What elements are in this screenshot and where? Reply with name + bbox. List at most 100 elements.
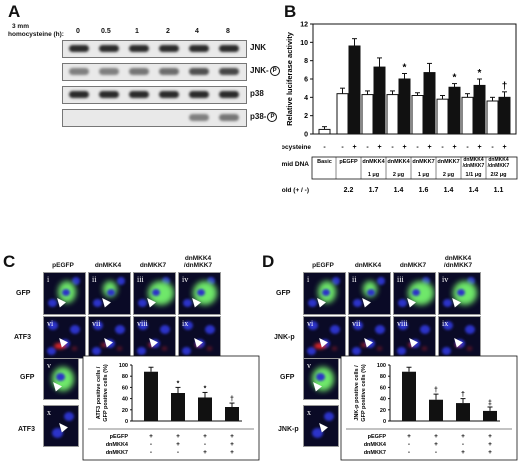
blot-label-phospho-p38-text: p38- — [250, 112, 267, 122]
bar — [411, 95, 424, 135]
timepoint-label: 0 — [76, 28, 80, 35]
timepoint-label: 8 — [226, 28, 230, 35]
jnkp-table-sign: + — [407, 433, 411, 440]
micrograph-gfp-zoom: v — [303, 358, 339, 400]
jnkp-y-tick-label: 0 — [383, 419, 386, 425]
blot-label-jnk: JNK — [250, 43, 267, 52]
significance-mark: * — [478, 68, 482, 79]
blot-phospho-jnk — [62, 63, 247, 81]
panel-b-letter: B — [284, 2, 297, 21]
timepoint-label: 0.5 — [101, 28, 111, 35]
treatment-sign: + — [402, 144, 406, 151]
row-label: GFP — [280, 374, 295, 381]
y-tick-label: 4 — [304, 95, 308, 102]
atf3-y-axis-label: GFP positive cells (%) — [103, 364, 109, 422]
jnkp-significance-mark: † — [461, 392, 465, 399]
fold-value: 1.4 — [394, 187, 404, 194]
jnkp-table-sign: + — [461, 449, 465, 456]
micrograph-gfp: ii — [348, 272, 391, 315]
fold-value: 1.6 — [419, 187, 429, 194]
micrograph-stain: vii — [348, 316, 391, 359]
atf3-table-sign: + — [230, 441, 234, 448]
column-label: dnMKK4 — [94, 262, 122, 269]
atf3-table-sign: + — [176, 441, 180, 448]
bar — [398, 78, 411, 135]
micrograph-gfp: iv — [438, 272, 481, 315]
phospho-icon: P — [267, 112, 278, 122]
bar — [461, 96, 474, 135]
jnkp-y-tick-label: 80 — [380, 374, 386, 380]
y-tick-label: 6 — [304, 77, 308, 84]
bar — [473, 84, 486, 135]
row-label-fold: Fold (+ / -) — [282, 187, 309, 194]
plasmid-amount: 2 μg — [443, 172, 454, 178]
blot-p38 — [62, 86, 247, 104]
atf3-y-tick-label: 100 — [119, 363, 128, 369]
blot-phospho-p38 — [62, 109, 247, 127]
jnkp-table-row-label: pEGFP — [368, 434, 387, 440]
treatment-sign: + — [477, 144, 481, 151]
jnkp-table-sign: + — [488, 433, 492, 440]
condition-line2: homocysteine (h): — [8, 31, 64, 38]
jnkp-table-sign: - — [435, 449, 437, 456]
column-label: pEGFP — [52, 262, 74, 269]
atf3-table-sign: + — [203, 449, 207, 456]
panel-c-letter: C — [3, 252, 16, 271]
micrograph-stain: vii — [88, 316, 131, 359]
atf3-table-sign: - — [150, 449, 152, 456]
treatment-sign: - — [341, 144, 344, 151]
column-label: dnMKK4/dnMKK7 — [183, 255, 213, 269]
bar — [348, 45, 361, 135]
atf3-bar-chart: 0 20 40 60 80 100 ATF3 positive cells / GFP pos… — [82, 355, 260, 461]
atf3-table-sign: + — [230, 433, 234, 440]
jnkp-significance-mark: ‡ — [488, 400, 492, 407]
fold-value: 1.7 — [369, 187, 379, 194]
treatment-sign: - — [366, 144, 369, 151]
treatment-sign: - — [416, 144, 419, 151]
treatment-sign: + — [352, 144, 356, 151]
column-label: dnMKK4 — [354, 262, 382, 269]
atf3-bar — [171, 393, 185, 421]
row-label: ATF3 — [18, 426, 35, 433]
jnkp-bar — [429, 399, 443, 421]
jnkp-y-axis-label: JNK-p positive cells / — [354, 365, 360, 421]
jnkp-table-row-label: dnMKK7 — [364, 450, 386, 456]
treatment-sign: - — [491, 144, 494, 151]
atf3-bar — [225, 407, 239, 421]
plasmid-box — [311, 156, 518, 180]
treatment-sign: - — [391, 144, 394, 151]
plasmid-amount: 1 μg — [418, 172, 429, 178]
treatment-sign: + — [427, 144, 431, 151]
blot-label-phospho-p38: p38- P — [250, 112, 278, 122]
micrograph-stain-zoom: x — [43, 405, 79, 447]
jnkp-y-tick-label: 60 — [380, 385, 386, 391]
micrograph-stain: ix — [438, 316, 481, 359]
significance-mark: * — [403, 63, 407, 74]
atf3-y-tick-label: 80 — [122, 374, 128, 380]
treatment-sign: - — [466, 144, 469, 151]
plasmid-amount: 2/2 μg — [491, 172, 507, 178]
micrograph-gfp: iii — [393, 272, 436, 315]
panel-d-letter: D — [262, 252, 275, 271]
jnkp-bar — [483, 410, 497, 421]
atf3-table-row-label: pEGFP — [110, 434, 129, 440]
treatment-sign: - — [323, 144, 326, 151]
micrograph-gfp: iv — [178, 272, 221, 315]
micrograph-stain: vi — [43, 316, 86, 359]
jnkp-table-sign: - — [408, 449, 410, 456]
bar — [436, 98, 449, 135]
column-label: dnMKK7 — [399, 262, 427, 269]
blot-label-p38: p38 — [250, 89, 264, 98]
y-tick-label: 12 — [300, 22, 308, 29]
micrograph-gfp: ii — [88, 272, 131, 315]
atf3-y-tick-label: 20 — [122, 408, 128, 414]
bar — [386, 94, 399, 135]
row-label: ATF3 — [14, 334, 31, 341]
atf3-y-tick-label: 40 — [122, 397, 128, 403]
plasmid-amount: 1 μg — [368, 172, 379, 178]
jnkp-table-row-label: dnMKK4 — [364, 442, 387, 448]
micrograph-gfp: iii — [133, 272, 176, 315]
jnkp-table-sign: + — [434, 433, 438, 440]
treatment-sign: - — [441, 144, 444, 151]
plasmid-name: dnMKK4 — [362, 159, 385, 165]
